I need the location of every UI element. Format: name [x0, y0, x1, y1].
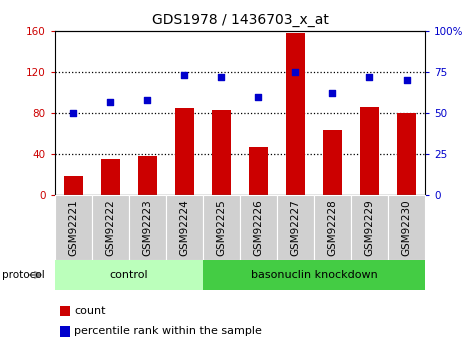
Point [144, 97, 151, 103]
Text: control: control [110, 270, 148, 280]
Bar [249, 147, 268, 195]
Text: basonuclin knockdown: basonuclin knockdown [251, 270, 377, 280]
Text: GSM92226: GSM92226 [253, 199, 264, 256]
Point [255, 94, 262, 99]
Text: percentile rank within the sample: percentile rank within the sample [74, 326, 262, 336]
Text: GSM92230: GSM92230 [401, 199, 412, 256]
Text: GSM92221: GSM92221 [68, 199, 79, 256]
Bar [101, 159, 120, 195]
Point [70, 110, 77, 116]
Text: GSM92223: GSM92223 [142, 199, 153, 256]
Text: count: count [74, 306, 106, 316]
Text: protocol: protocol [2, 270, 45, 280]
Bar [397, 113, 416, 195]
Point [329, 91, 336, 96]
Point [403, 78, 410, 83]
Point [106, 99, 114, 104]
Title: GDS1978 / 1436703_x_at: GDS1978 / 1436703_x_at [152, 13, 328, 27]
Text: GSM92229: GSM92229 [365, 199, 374, 256]
Bar [212, 110, 231, 195]
Text: GSM92224: GSM92224 [179, 199, 189, 256]
Bar [323, 130, 342, 195]
Bar [175, 108, 193, 195]
Bar [138, 156, 157, 195]
Point [366, 74, 373, 80]
Bar [286, 33, 305, 195]
Text: GSM92222: GSM92222 [106, 199, 115, 256]
Bar [360, 107, 379, 195]
Point [218, 74, 225, 80]
Bar [64, 177, 83, 195]
Text: GSM92227: GSM92227 [291, 199, 300, 256]
Point [181, 72, 188, 78]
Text: GSM92225: GSM92225 [216, 199, 226, 256]
Text: GSM92228: GSM92228 [327, 199, 338, 256]
Point [292, 69, 299, 75]
